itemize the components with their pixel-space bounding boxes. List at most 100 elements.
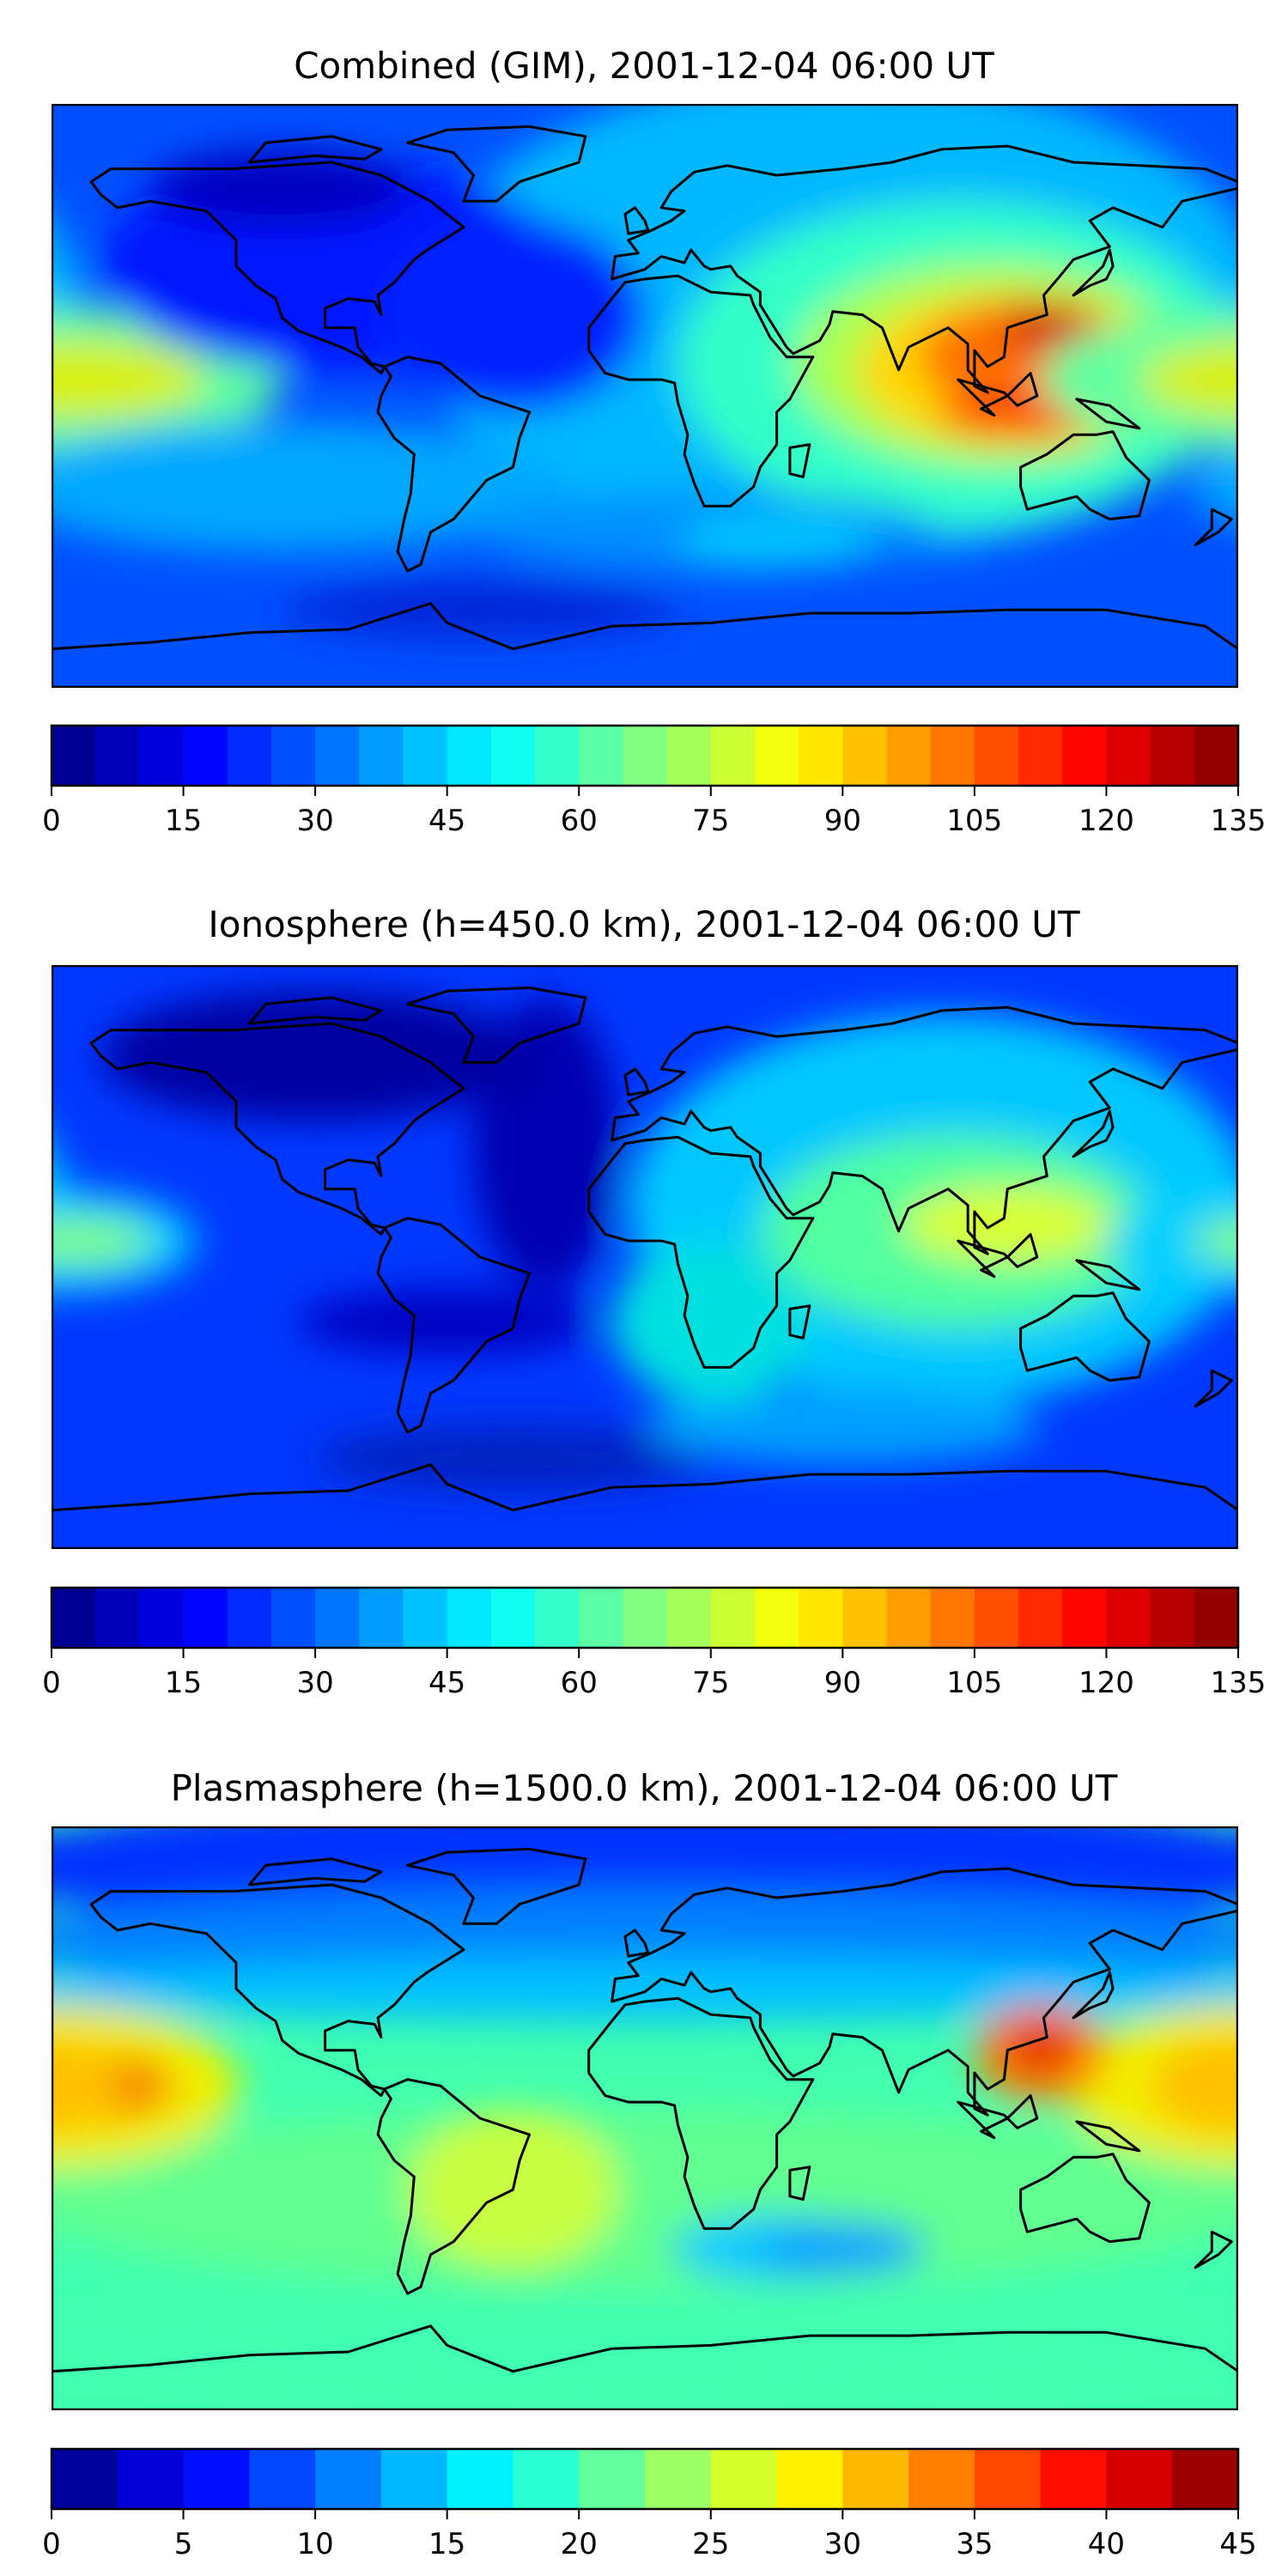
coastline-canadian-islands [247,135,383,164]
field-contour [52,1830,118,1901]
coastline-antarctica [52,602,1238,669]
field-contour [380,217,645,412]
field-contour [52,340,204,419]
map-frame [52,1826,1238,2410]
panel-1-map [52,104,1238,688]
colorbar-tick-label: 75 [692,804,729,838]
colorbar-tick-label: 35 [956,2527,993,2561]
colorbar-level [623,1588,668,1648]
map-frame [52,965,1238,1549]
colorbar-tick-label: 45 [1219,2527,1256,2561]
coastline-south-america [376,355,532,573]
panel-3-map [52,1826,1238,2410]
coastline-eurasia [611,1867,1238,2117]
field-contour [1139,341,1238,418]
colorbar-tick-label: 20 [561,2527,598,2561]
colorbar-level [710,2449,778,2509]
coastline-canadian-islands [247,996,383,1025]
coastline-africa [587,274,815,507]
colorbar-level [270,1588,316,1648]
colorbar-level [315,2449,382,2509]
field-contour [52,2306,1238,2385]
field-contour [315,1425,711,1491]
colorbar-level [513,2449,580,2509]
colorbar-tick-label: 120 [1078,1666,1134,1700]
coastlines [52,1847,1238,2391]
coastline-madagascar [788,2166,811,2201]
colorbar-level [1106,1588,1151,1648]
colorbar-level [974,726,1019,786]
panel-1-colorbar: 0 15 30 45 60 75 90 105 120 135 [42,724,1266,838]
colorbar-tick-label: 30 [296,804,333,838]
field-contour [1172,1917,1238,1963]
field-contour [760,2221,926,2275]
colorbar-level [447,1588,492,1648]
coastline-north-america [89,1022,465,1236]
coastline-new-guinea [1075,1259,1141,1291]
colorbar-level [710,726,756,786]
coastline-greenland [406,1847,587,1925]
field-layer [52,104,1238,688]
colorbar-tick-label: 75 [692,1666,729,1700]
colorbar-level [117,2449,185,2509]
coastline-eurasia [611,1005,1238,1255]
colorbar-tick-label: 120 [1078,804,1134,838]
colorbar-level [754,726,799,786]
coastline-north-america [89,1883,465,2098]
colorbar-tick-label: 45 [428,1666,465,1700]
colorbar-tick-label: 135 [1211,804,1267,838]
field-contour [52,1956,1238,2021]
coastlines [52,125,1238,669]
field-contour [1007,2020,1074,2074]
coastlines [52,986,1238,1530]
field-contour [282,580,678,640]
colorbar-level [1062,726,1107,786]
colorbar-level [623,726,668,786]
colorbar-tick-label: 105 [946,804,1002,838]
coastline-canadian-islands [247,1857,383,1886]
coastline-new-zealand [1194,1369,1233,1408]
field-contour [52,2170,85,2229]
coastline-sumatra-borneo [957,1233,1039,1279]
colorbar-level [315,726,360,786]
colorbar-level [886,1588,932,1648]
colorbar-tick-label: 30 [296,1666,333,1700]
colorbar-tick-label: 30 [824,2527,861,2561]
field-layer [52,1826,1238,2410]
colorbar-level [183,2449,250,2509]
colorbar-level [930,1588,975,1648]
colorbar-level [359,1588,404,1648]
colorbar-level [645,2449,712,2509]
field-contour [100,991,530,1121]
colorbar-level [535,726,580,786]
coastline-africa [587,1996,815,2230]
map-frame [52,104,1238,688]
field-contour [1205,2170,1238,2229]
field-contour [52,1974,118,2003]
colorbar-tick-label: 40 [1088,2527,1125,2561]
colorbar-level [183,1588,228,1648]
colorbar-frame [50,1586,1240,1649]
colorbar-level [579,1588,623,1648]
coastline-new-guinea [1075,398,1141,430]
coastline-north-america [89,161,465,375]
colorbar-level [842,2449,909,2509]
field-contour [645,1387,1041,1465]
panel-2-map [52,965,1238,1549]
colorbar-level [249,2449,316,2509]
colorbar-tick-label: 60 [561,1666,598,1700]
field-contour [1000,301,1094,348]
coastline-britain [623,1929,650,1958]
colorbar-level [535,1588,580,1648]
colorbar-tick-label: 90 [824,804,861,838]
field-contour [52,1218,151,1264]
colorbar-level [447,726,492,786]
colorbar-tick-label: 60 [561,804,598,838]
colorbar-level [1018,726,1063,786]
colorbar-level [139,726,185,786]
colorbar-level [1106,2449,1173,2509]
field-contour [611,1241,810,1403]
coastline-japan [1072,248,1115,297]
colorbar-level [1150,726,1195,786]
coastline-new-zealand [1194,2230,1233,2269]
